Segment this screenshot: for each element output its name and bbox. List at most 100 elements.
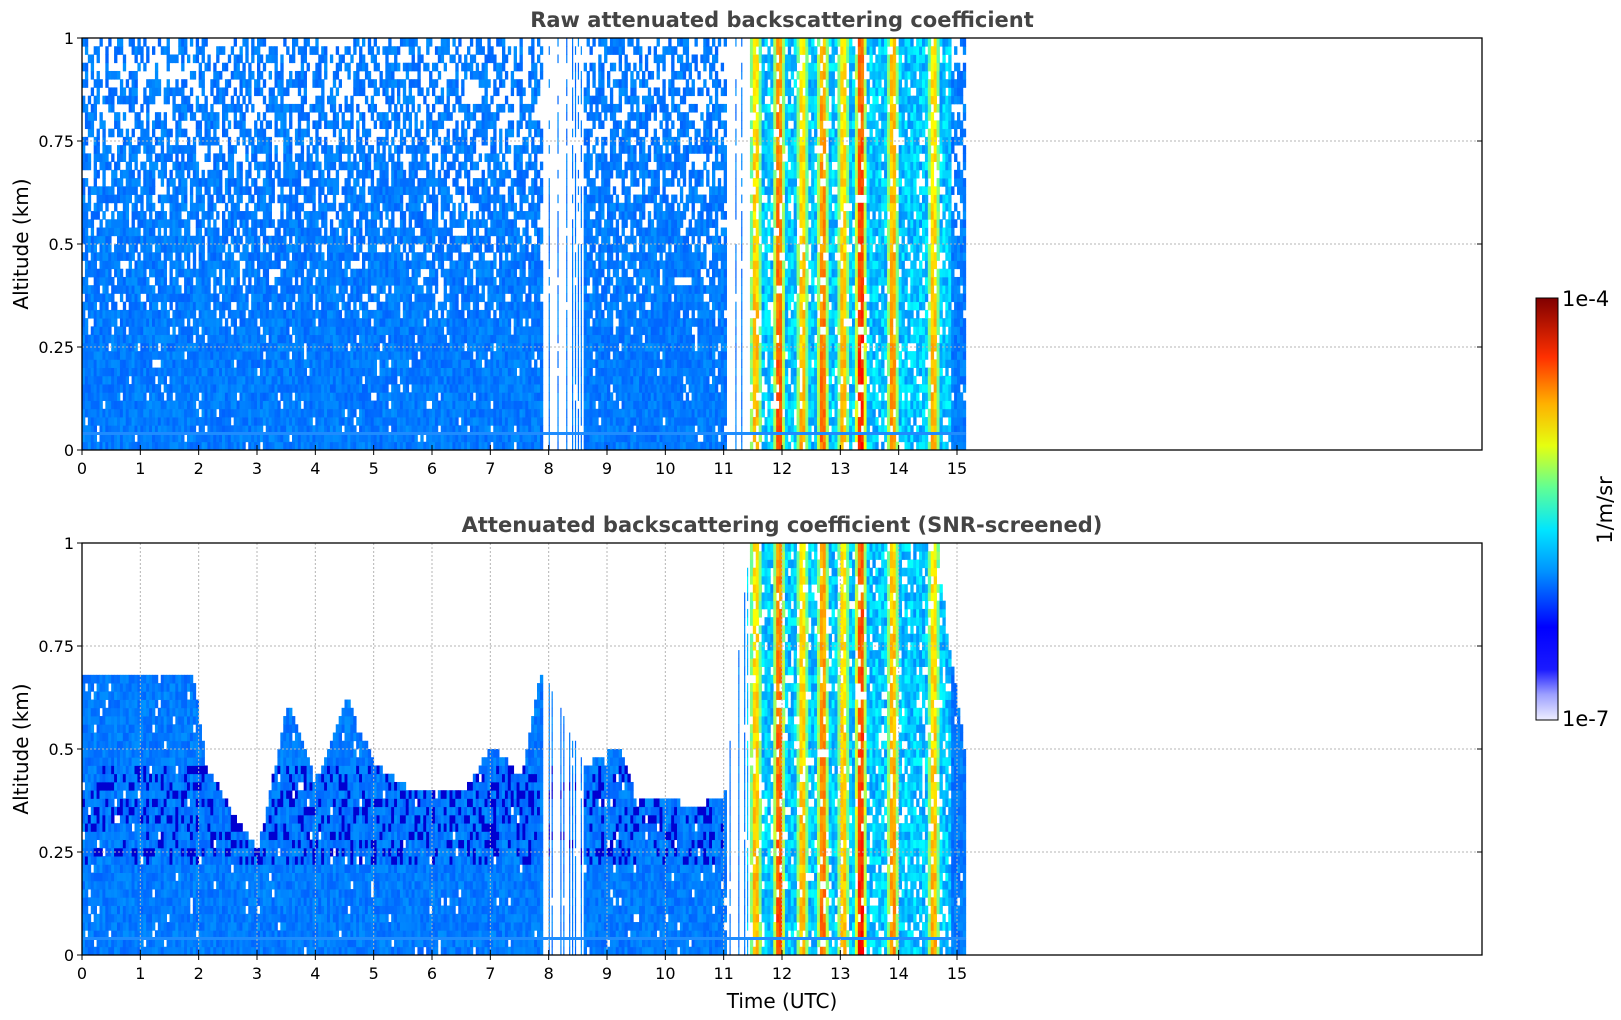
heat-cell bbox=[222, 351, 226, 360]
heat-cell bbox=[443, 62, 447, 72]
heat-cell bbox=[216, 367, 220, 377]
heat-cell bbox=[432, 342, 436, 352]
heat-cell bbox=[329, 351, 334, 360]
heat-cell bbox=[157, 408, 162, 418]
heat-cell bbox=[117, 367, 121, 377]
heat-cell bbox=[443, 194, 447, 204]
heat-cell bbox=[458, 235, 462, 245]
heat-cell bbox=[102, 285, 106, 294]
heat-cell bbox=[332, 433, 337, 443]
heat-cell bbox=[329, 276, 334, 286]
heat-cell bbox=[125, 400, 130, 410]
heat-cell bbox=[201, 87, 205, 97]
heat-cell bbox=[192, 145, 197, 154]
heat-cell bbox=[274, 244, 278, 253]
heat-cell bbox=[114, 433, 118, 443]
heat-cell bbox=[402, 342, 407, 352]
heat-cell bbox=[359, 342, 363, 352]
heat-cell bbox=[359, 87, 363, 97]
heat-cell bbox=[251, 400, 255, 410]
heat-cell bbox=[271, 46, 275, 55]
heat-cell bbox=[102, 136, 106, 146]
heat-cell bbox=[289, 359, 293, 368]
heat-cell bbox=[397, 441, 401, 450]
heat-cell bbox=[335, 318, 340, 327]
heat-cell bbox=[82, 202, 86, 212]
heat-cell bbox=[236, 268, 240, 278]
heat-cell bbox=[204, 417, 208, 426]
heat-cell bbox=[350, 244, 354, 253]
heat-cell bbox=[152, 252, 156, 261]
heat-cell bbox=[394, 326, 398, 336]
heat-cell bbox=[169, 392, 173, 401]
heat-cell bbox=[146, 326, 150, 336]
heat-cell bbox=[399, 136, 404, 146]
heat-cell bbox=[297, 392, 302, 401]
heat-cell bbox=[163, 268, 167, 278]
heat-cell bbox=[152, 95, 156, 105]
heat-cell bbox=[233, 425, 237, 434]
heat-cell bbox=[239, 112, 243, 121]
heat-cell bbox=[379, 120, 383, 130]
heat-cell bbox=[198, 301, 202, 311]
heat-cell bbox=[364, 334, 369, 344]
heat-cell bbox=[257, 87, 261, 97]
heat-cell bbox=[181, 79, 185, 88]
heat-cell bbox=[356, 62, 360, 72]
heat-cell bbox=[455, 417, 459, 426]
heat-cell bbox=[329, 235, 334, 245]
heat-cell bbox=[432, 260, 436, 270]
heat-cell bbox=[350, 417, 354, 426]
heat-cell bbox=[210, 392, 214, 401]
heat-cell bbox=[134, 211, 138, 220]
heat-cell bbox=[140, 433, 144, 443]
heat-cell bbox=[417, 301, 421, 311]
heat-cell bbox=[426, 384, 430, 393]
heat-cell bbox=[149, 318, 153, 327]
heat-cell bbox=[207, 351, 211, 360]
heat-cell bbox=[329, 285, 334, 294]
heat-cell bbox=[117, 46, 121, 55]
heat-cell bbox=[452, 54, 456, 64]
heat-cell bbox=[347, 293, 351, 303]
heat-cell bbox=[420, 252, 424, 261]
heat-cell bbox=[181, 186, 185, 195]
heat-cell bbox=[373, 153, 377, 162]
heat-cell bbox=[149, 145, 153, 154]
heat-cell bbox=[443, 219, 447, 228]
heat-cell bbox=[399, 268, 404, 278]
heat-cell bbox=[84, 384, 89, 393]
heat-cell bbox=[464, 293, 468, 303]
heat-cell bbox=[344, 260, 348, 270]
heat-cell bbox=[402, 136, 407, 146]
heat-cell bbox=[90, 326, 95, 336]
heat-cell bbox=[391, 260, 395, 270]
heat-cell bbox=[426, 46, 430, 55]
heat-cell bbox=[376, 318, 380, 327]
heat-cell bbox=[338, 252, 342, 261]
heat-cell bbox=[294, 38, 299, 47]
heat-cell bbox=[140, 417, 144, 426]
heat-cell bbox=[405, 252, 410, 261]
heat-cell bbox=[108, 433, 112, 443]
heat-cell bbox=[236, 211, 240, 220]
heat-cell bbox=[245, 400, 249, 410]
heat-cell bbox=[414, 211, 418, 220]
heat-cell bbox=[230, 227, 235, 237]
heat-cell bbox=[128, 70, 132, 80]
heat-cell bbox=[373, 268, 377, 278]
heat-cell bbox=[359, 211, 363, 220]
heat-cell bbox=[300, 145, 305, 154]
heat-cell bbox=[189, 268, 194, 278]
heat-cell bbox=[160, 211, 165, 220]
heat-cell bbox=[163, 400, 167, 410]
heat-cell bbox=[160, 260, 165, 270]
heat-cell bbox=[242, 367, 246, 377]
heat-cell bbox=[207, 120, 211, 130]
heat-cell bbox=[309, 351, 313, 360]
heat-cell bbox=[184, 392, 188, 401]
heat-cell bbox=[84, 227, 89, 237]
heat-cell bbox=[376, 301, 380, 311]
heat-cell bbox=[125, 367, 130, 377]
heat-cell bbox=[359, 153, 363, 162]
